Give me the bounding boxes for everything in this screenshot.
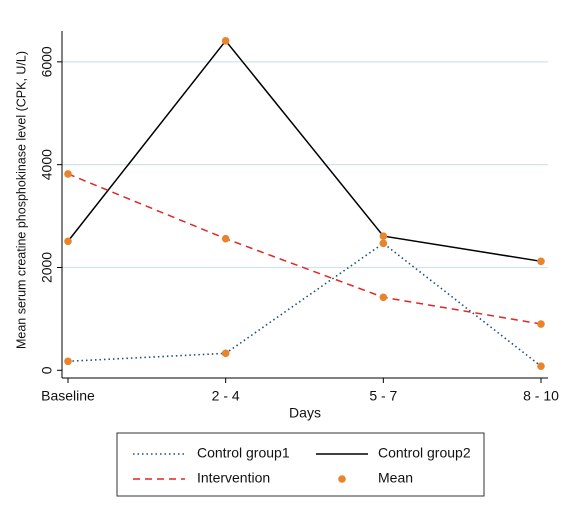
y-axis-title: Mean serum creatine phosphokinase level … — [14, 51, 28, 349]
x-tick-label: Baseline — [41, 388, 95, 404]
mean-marker — [221, 349, 230, 358]
x-tick-label: 2 - 4 — [212, 388, 240, 404]
legend-label: Control group2 — [378, 445, 471, 461]
x-tick-label: 5 - 7 — [369, 388, 397, 404]
mean-marker — [379, 232, 388, 240]
y-tick-label: 4000 — [39, 149, 55, 180]
legend-label: Control group1 — [197, 445, 290, 461]
mean-marker — [64, 357, 72, 366]
legend-label: Mean — [378, 470, 413, 486]
mean-marker — [379, 239, 388, 248]
mean-marker — [537, 257, 545, 266]
legend-box — [116, 432, 485, 497]
mean-marker — [221, 36, 230, 45]
series-line — [67, 39, 542, 263]
y-tick-label: 2000 — [39, 252, 55, 283]
x-tick-label: 8 - 10 — [523, 388, 559, 404]
y-tick-label: 6000 — [39, 46, 55, 77]
mean-marker — [537, 320, 545, 328]
legend-swatch — [338, 475, 346, 483]
x-axis-title: Days — [289, 405, 321, 421]
series-line — [67, 242, 542, 367]
mean-marker — [537, 362, 545, 370]
mean-marker — [379, 293, 388, 302]
mean-marker — [64, 237, 72, 246]
mean-marker — [221, 234, 230, 243]
legend-label: Intervention — [197, 470, 270, 486]
series-line — [67, 173, 542, 325]
y-tick-label: 0 — [39, 366, 55, 374]
mean-marker — [64, 170, 72, 178]
